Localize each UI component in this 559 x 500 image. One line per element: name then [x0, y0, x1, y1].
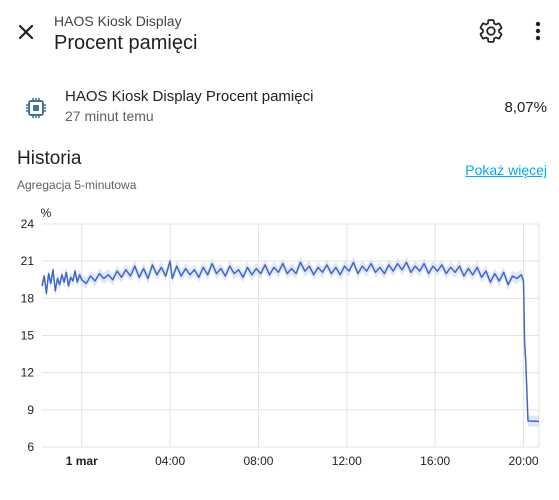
x-tick-label: 1 mar: [66, 454, 98, 468]
history-chart[interactable]: 24 21 18 15 12 9 6 1 mar 04:00 08:00 12:00 16:00 20:…: [0, 200, 559, 500]
settings-button[interactable]: [478, 18, 504, 44]
history-title: Historia: [17, 148, 82, 169]
x-tick-label: 04:00: [155, 454, 185, 468]
x-tick-label: 16:00: [420, 454, 450, 468]
y-tick-label: 9: [27, 403, 34, 417]
title-block: HAOS Kiosk Display Procent pamięci: [54, 12, 197, 56]
y-axis-unit-label: %: [41, 206, 52, 220]
y-tick-label: 6: [27, 440, 34, 454]
dialog-subtitle: HAOS Kiosk Display: [54, 13, 182, 29]
more-options-button[interactable]: [526, 18, 550, 44]
x-tick-label: 20:00: [509, 454, 539, 468]
series-minmax-band: [42, 255, 539, 427]
close-icon: [18, 24, 34, 40]
entity-value: 8,07%: [504, 99, 547, 116]
entity-name: HAOS Kiosk Display Procent pamięci: [65, 88, 314, 105]
entity-last-changed: 27 minut temu: [65, 108, 154, 124]
y-tick-label: 18: [21, 291, 35, 305]
dialog-title: Procent pamięci: [54, 32, 198, 54]
y-tick-label: 21: [21, 254, 35, 268]
dialog-header: HAOS Kiosk Display Procent pamięci: [0, 0, 559, 66]
dots-vertical-icon: [535, 21, 541, 41]
memory-chip-icon: [26, 98, 46, 118]
gear-icon: [479, 19, 503, 43]
history-aggregation: Agregacja 5-minutowa: [17, 178, 137, 192]
y-tick-label: 24: [21, 217, 35, 231]
x-tick-label: 12:00: [332, 454, 362, 468]
close-button[interactable]: [12, 18, 40, 46]
show-more-link[interactable]: Pokaż więcej: [465, 162, 547, 178]
y-tick-label: 15: [21, 329, 35, 343]
y-tick-label: 12: [21, 366, 35, 380]
x-tick-label: 08:00: [243, 454, 273, 468]
entity-row[interactable]: HAOS Kiosk Display Procent pamięci 27 mi…: [0, 84, 559, 130]
series-line: [41, 260, 540, 423]
